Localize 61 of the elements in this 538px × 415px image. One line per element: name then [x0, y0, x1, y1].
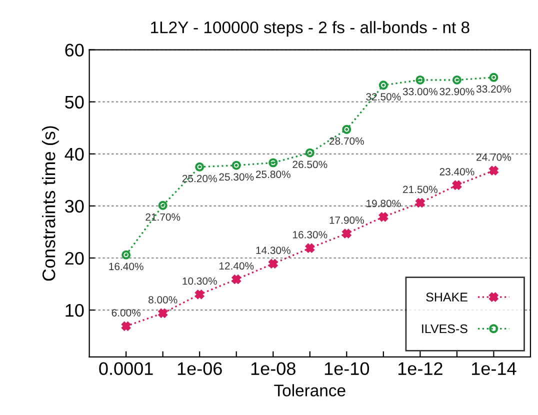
annotation: 32.50% — [366, 93, 401, 100]
annotation: 10.30% — [182, 277, 217, 285]
point — [195, 290, 204, 299]
annotation: 25.20% — [182, 174, 217, 182]
point — [122, 322, 131, 331]
x-tick-label: 1e-12 — [398, 362, 442, 376]
x-tick-label: 0.0001 — [99, 362, 153, 376]
chart-title: 1L2Y - 100000 steps - 2 fs - all-bonds - nt 8 — [151, 21, 470, 37]
point — [378, 212, 388, 222]
annotation: 21.70% — [146, 213, 180, 221]
annotation: 26.50% — [292, 160, 328, 168]
annotation: 25.30% — [219, 173, 254, 181]
legend-label: ILVES-S — [422, 324, 468, 334]
annotation: 33.00% — [402, 88, 438, 96]
y-tick-label: 20 — [65, 252, 84, 265]
y-tick-label: 40 — [64, 148, 84, 161]
point — [268, 158, 278, 168]
point — [416, 198, 425, 208]
annotation: 23.40% — [440, 168, 474, 176]
point — [305, 244, 314, 253]
point — [158, 308, 168, 318]
y-axis-title: Constraints time (s) — [42, 126, 59, 281]
y-tick-label: 10 — [66, 304, 84, 317]
point — [342, 229, 352, 238]
annotation: 21.50% — [403, 186, 438, 194]
x-tick-label: 1e-06 — [178, 362, 222, 376]
x-axis-title: Tolerance — [274, 384, 346, 396]
point — [489, 72, 498, 82]
point — [378, 80, 388, 90]
legend-label: SHAKE — [426, 292, 468, 302]
annotation: 12.40% — [219, 262, 254, 270]
y-tick-label: 30 — [65, 200, 84, 213]
annotation: 14.30% — [256, 246, 290, 254]
annotation: 17.90% — [330, 216, 364, 224]
point — [452, 75, 462, 85]
point — [268, 259, 278, 268]
point — [232, 160, 241, 170]
point — [122, 250, 131, 260]
annotation: 25.80% — [256, 170, 290, 178]
point — [452, 180, 462, 190]
y-tick-label: 50 — [65, 96, 84, 109]
annotation: 16.40% — [109, 262, 144, 270]
annotation: 24.70% — [476, 153, 511, 161]
point — [342, 124, 352, 134]
point — [489, 166, 498, 176]
annotation: 19.80% — [366, 200, 401, 208]
point — [232, 274, 241, 284]
x-tick-label: 1e-10 — [324, 362, 370, 376]
annotation: 33.20% — [476, 85, 511, 93]
y-tick-label: 60 — [65, 44, 84, 57]
x-tick-label: 1e-14 — [472, 362, 516, 376]
annotation: 16.30% — [293, 231, 328, 238]
annotation: 28.70% — [330, 137, 364, 145]
point — [158, 200, 168, 210]
x-tick-label: 1e-08 — [251, 362, 296, 376]
annotation: 6.00% — [112, 309, 140, 316]
point — [416, 75, 425, 85]
point — [195, 162, 204, 172]
point — [305, 148, 314, 158]
annotation: 8.00% — [148, 296, 178, 304]
annotation: 32.90% — [440, 88, 474, 96]
